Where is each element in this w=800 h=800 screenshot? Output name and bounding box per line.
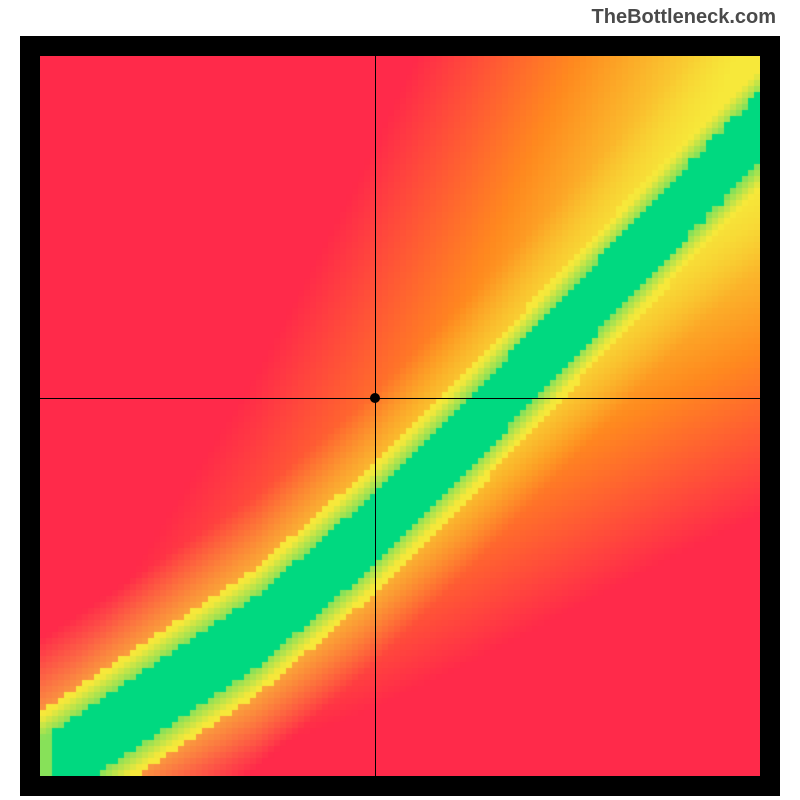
attribution-text: TheBottleneck.com bbox=[592, 6, 776, 29]
crosshair-horizontal bbox=[40, 398, 760, 399]
chart-frame bbox=[20, 36, 780, 796]
marker-dot bbox=[370, 393, 380, 403]
plot-area bbox=[40, 56, 760, 776]
heatmap-canvas bbox=[40, 56, 760, 776]
crosshair-vertical bbox=[375, 56, 376, 776]
